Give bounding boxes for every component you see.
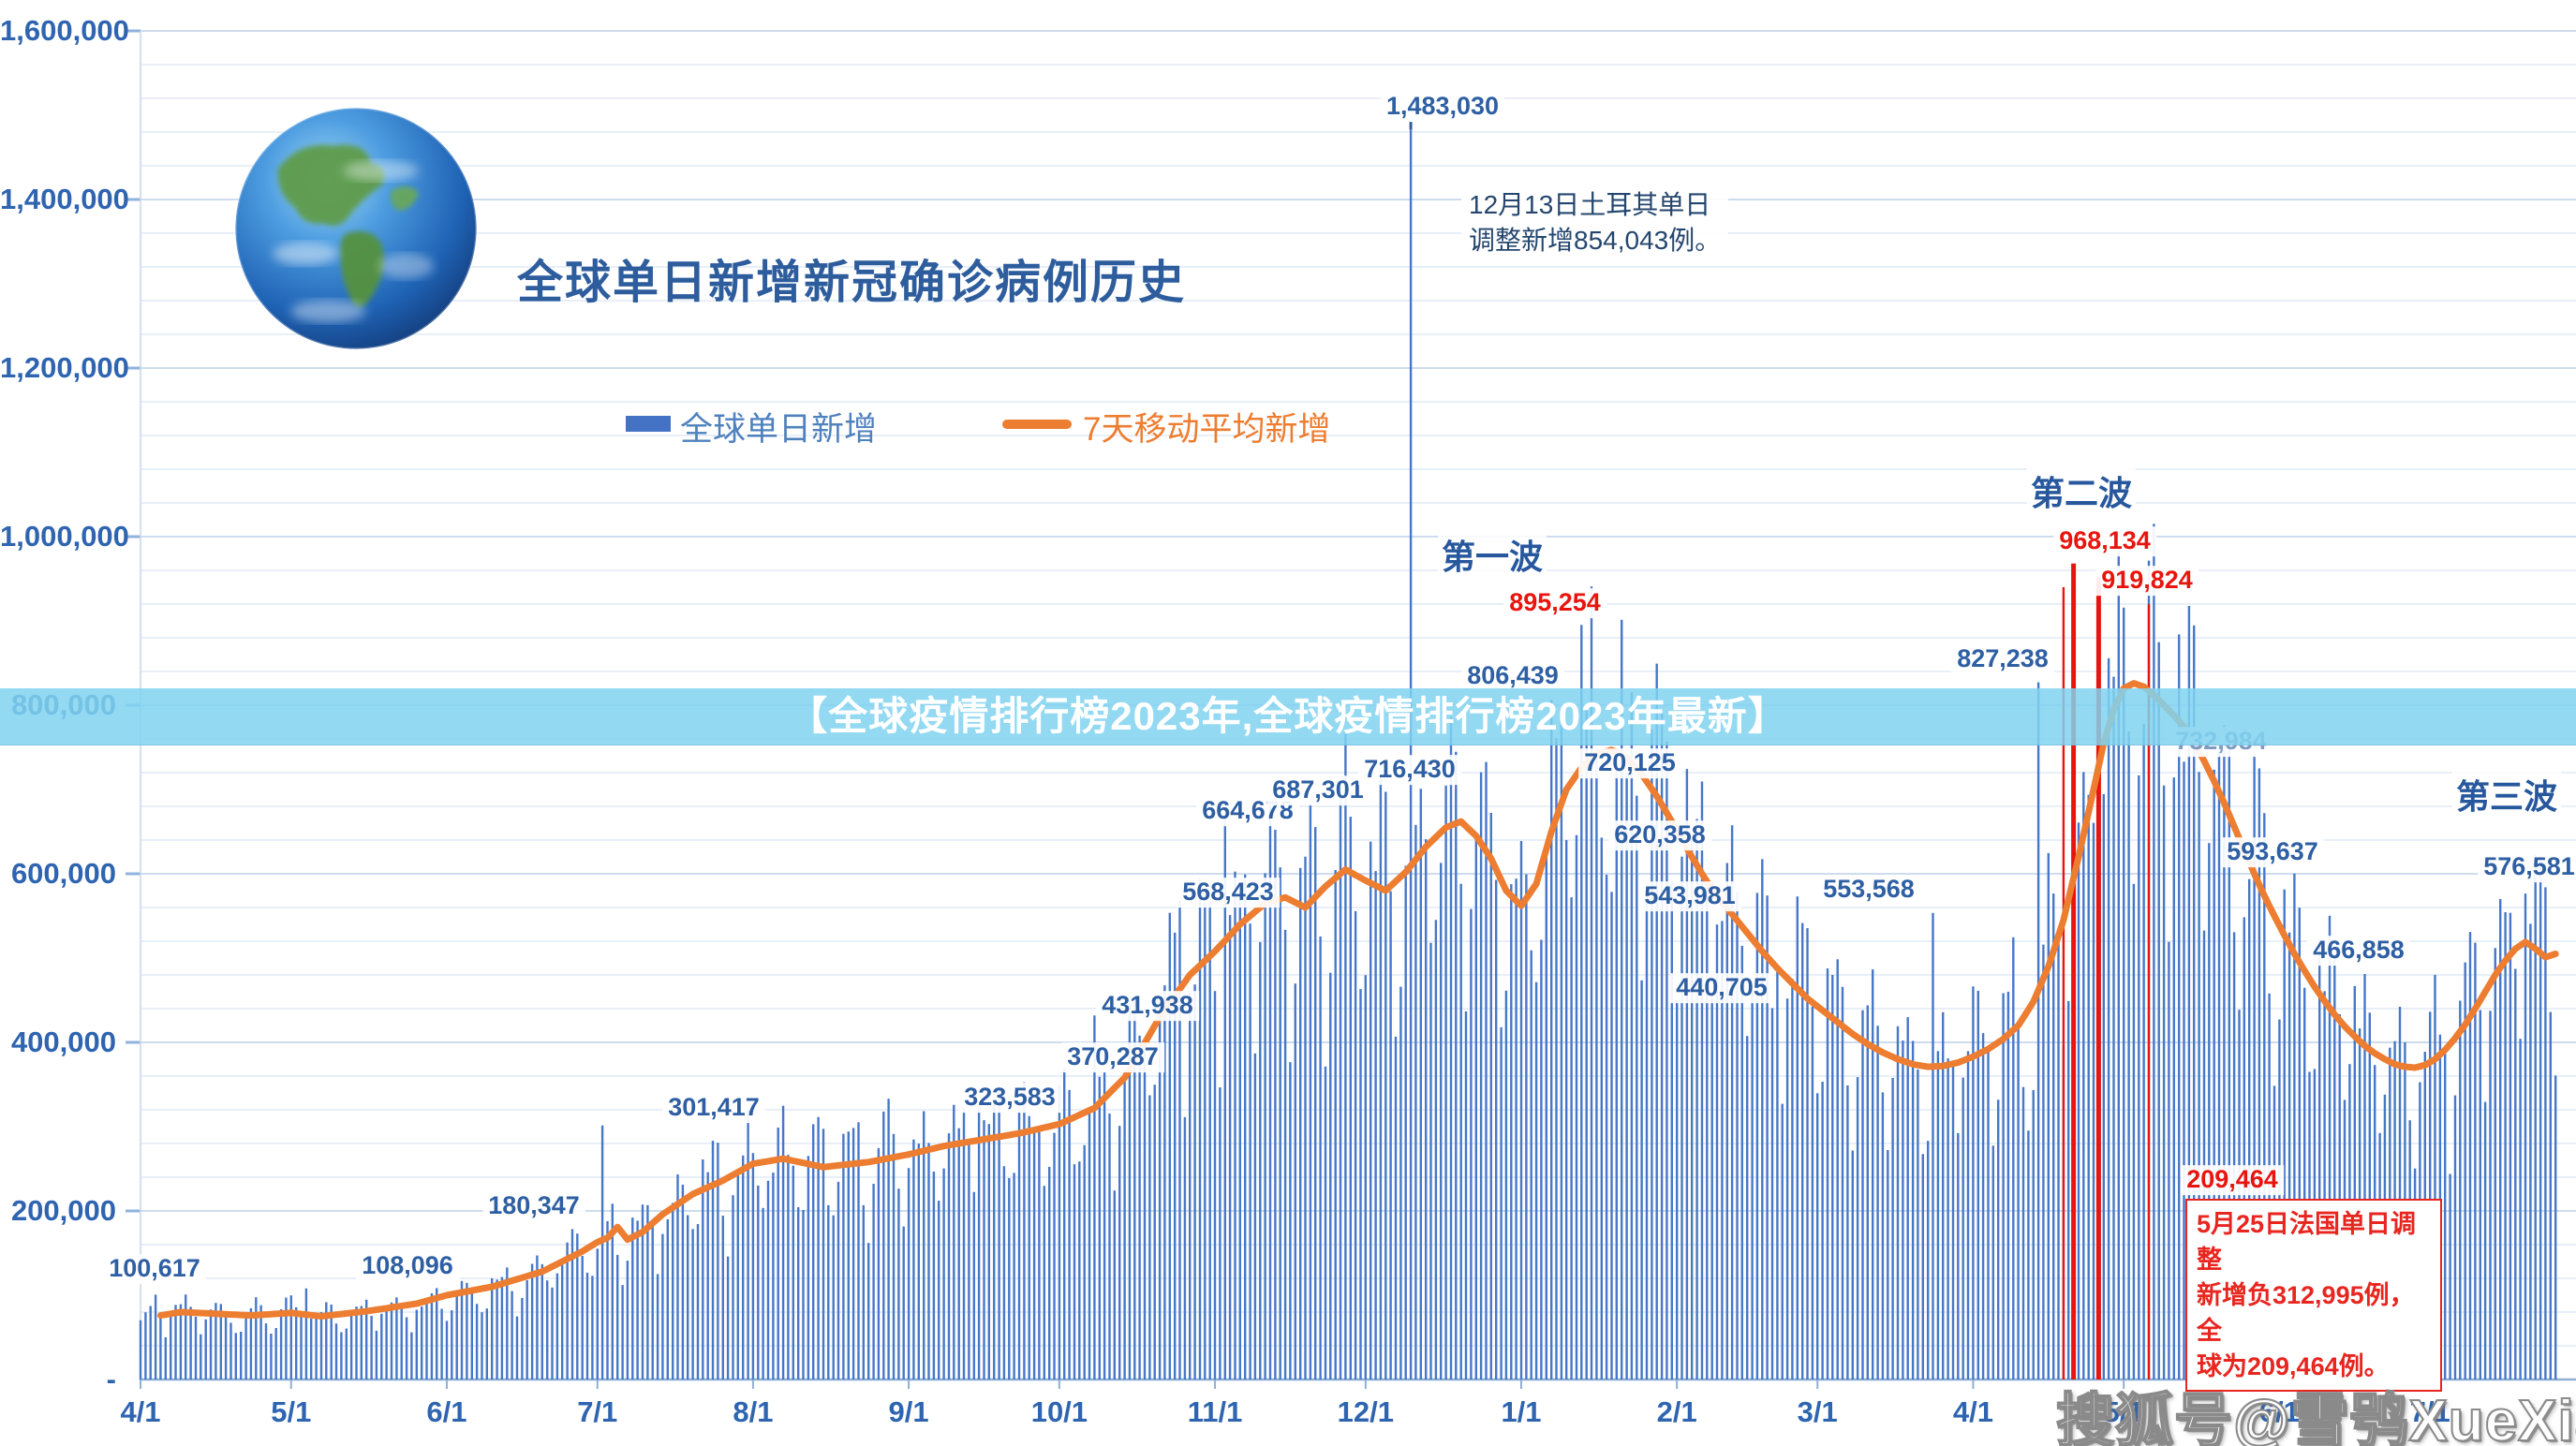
- earth-globe-image: [234, 107, 478, 350]
- moving-average-legend-swatch: [1002, 420, 1072, 429]
- overlay-banner: 【全球疫情排行榜2023年,全球疫情排行榜2023年最新】: [0, 688, 2576, 745]
- france-adjustment-annotation-box: 5月25日法国单日调整 新增负312,995例，全 球为209,464例。: [2185, 1199, 2442, 1392]
- moving-average-legend-label: 7天移动平均新增: [1083, 411, 1331, 448]
- turkey-adjustment-annotation: 12月13日土耳其单日 调整新增854,043例。: [1461, 185, 1729, 260]
- daily-bars-legend-swatch: [626, 416, 671, 432]
- daily-bars-legend-label: 全球单日新增: [680, 411, 878, 448]
- chart-title: 全球单日新增新冠确诊病例历史: [517, 258, 1187, 308]
- sohu-watermark: 搜狐号@雪鸮XueXiao: [2055, 1388, 2576, 1446]
